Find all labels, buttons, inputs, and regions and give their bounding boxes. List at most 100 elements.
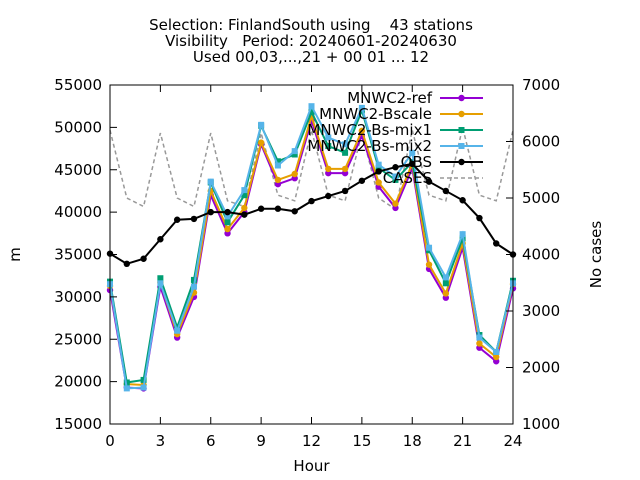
mnwc2-bscale-point [392, 200, 399, 207]
obs-point [476, 214, 483, 222]
mnwc2-bscale-point [325, 165, 332, 173]
y-tick-label: 35000 [54, 246, 102, 264]
obs-point [308, 197, 315, 205]
y-tick-label: 25000 [54, 330, 102, 348]
mnwc2-bscale-point [291, 170, 298, 178]
mnwc2-bscale-point [375, 179, 382, 186]
mnwc2-bs-mix2-point [241, 187, 248, 194]
series-cases [109, 127, 514, 211]
x-tick-label: 24 [503, 432, 522, 450]
mnwc2-bs-mix1-point [157, 275, 164, 282]
obs-point [291, 208, 298, 215]
mnwc2-bs-mix2-point [190, 283, 197, 290]
obs-point [140, 255, 147, 262]
legend-label: MNWC2-ref [347, 89, 432, 107]
legend-mnwc2-bscale-point [458, 110, 465, 118]
title-line-1: Selection: FinlandSouth using 43 station… [149, 16, 473, 34]
mnwc2-bs-mix2-point [207, 178, 214, 185]
mnwc2-bs-mix1-point [392, 176, 399, 183]
y2-tick-label: 1000 [522, 415, 560, 433]
mnwc2-bscale-point [341, 165, 349, 173]
x-axis-label: Hour [293, 457, 330, 475]
mnwc2-bs-mix2-point [274, 162, 281, 169]
obs-point [241, 211, 248, 218]
mnwc2-bs-mix2-point [325, 134, 332, 141]
mnwc2-bs-mix2-point [123, 385, 130, 392]
legend-item-mnwc2-bs-mix2: MNWC2-Bs-mix2 [307, 137, 483, 155]
mnwc2-bs-mix2-point [342, 141, 349, 148]
obs-point [341, 187, 349, 195]
obs-point [392, 164, 399, 171]
legend-label: CASES [383, 169, 432, 187]
mnwc2-bs-mix1-point [174, 324, 181, 331]
mnwc2-bscale-point [476, 340, 483, 347]
legend-item-mnwc2-bs-mix1: MNWC2-Bs-mix1 [307, 121, 483, 139]
mnwc2-bs-mix2-point [258, 121, 265, 128]
legend-label: OBS [401, 153, 432, 171]
obs-point [257, 205, 265, 212]
y2-tick-label: 5000 [522, 189, 560, 207]
obs-point [207, 208, 214, 216]
mnwc2-bscale-point [257, 139, 265, 146]
x-tick-label: 0 [105, 432, 115, 450]
mnwc2-bs-mix2-point [291, 148, 298, 155]
mnwc2-bscale-point [425, 261, 433, 268]
mnwc2-bs-mix1-point [342, 149, 349, 156]
obs-point [493, 240, 500, 247]
mnwc2-bs-mix2-point [426, 244, 433, 251]
chart-title: Selection: FinlandSouth using 43 station… [149, 16, 473, 66]
y-tick-label: 50000 [54, 118, 102, 136]
mnwc2-bs-mix1-point [291, 151, 298, 158]
legend-mnwc2-bs-mix2-point [458, 143, 465, 149]
mnwc2-bs-mix2-point [375, 161, 382, 168]
obs-point [123, 260, 130, 268]
legend-mnwc2-bs-mix1-point [458, 127, 465, 133]
legend-item-mnwc2-ref: MNWC2-ref [347, 89, 483, 107]
series-mnwc2-bs-mix2 [107, 103, 516, 392]
series-line-mnwc2-bscale [109, 112, 514, 387]
mnwc2-bs-mix1-point [224, 219, 231, 226]
mnwc2-bscale-point [442, 290, 450, 297]
mnwc2-bs-mix2-point [157, 280, 164, 287]
x-tick-label: 9 [256, 432, 266, 450]
title-line-3: Used 00,03,...,21 + 00 01 ... 12 [193, 48, 429, 66]
mnwc2-bs-mix2-point [442, 274, 449, 281]
mnwc2-bs-mix2-point [140, 384, 147, 391]
legend-mnwc2-ref-point [458, 94, 465, 102]
mnwc2-bs-mix2-point [224, 213, 231, 220]
mnwc2-bs-mix1-point [308, 109, 315, 116]
legend-label: MNWC2-Bscale [319, 105, 432, 123]
y-tick-label: 45000 [54, 161, 102, 179]
mnwc2-bs-mix1-point [442, 280, 449, 287]
obs-point [442, 187, 450, 195]
mnwc2-bs-mix1-point [325, 143, 332, 150]
y2-tick-label: 4000 [522, 246, 560, 264]
obs-point [157, 236, 164, 243]
legend: MNWC2-refMNWC2-BscaleMNWC2-Bs-mix1MNWC2-… [307, 89, 483, 187]
y2-axis-label: No cases [587, 221, 605, 289]
mnwc2-bs-mix2-point [174, 327, 181, 334]
y2-tick-label: 7000 [522, 76, 560, 94]
y-axis-label: m [6, 247, 24, 262]
mnwc2-bs-mix2-point [308, 103, 315, 110]
obs-point [190, 215, 198, 223]
mnwc2-bs-mix1-point [140, 376, 147, 383]
series-obs [106, 160, 517, 268]
x-tick-label: 21 [453, 432, 472, 450]
y2-tick-label: 3000 [522, 302, 560, 320]
legend-item-mnwc2-bscale: MNWC2-Bscale [319, 105, 483, 123]
mnwc2-bscale-point [493, 353, 500, 361]
obs-point [224, 208, 231, 216]
mnwc2-bs-mix1-point [375, 165, 382, 172]
ticks-layer: 0 3 6 9 12 15 18 21 24 15000 20000 25000 30000 35000 4… [54, 76, 560, 450]
series-line-mnwc2-ref [109, 117, 514, 390]
mnwc2-bs-mix1-point [190, 276, 197, 283]
obs-point [358, 177, 366, 184]
series-layer [106, 103, 517, 392]
y2-tick-label: 2000 [522, 359, 560, 377]
title-line-2: Visibility Period: 20240601-20240630 [165, 32, 457, 50]
obs-point [425, 178, 433, 185]
mnwc2-bs-mix2-point [409, 149, 416, 156]
y-tick-label: 15000 [54, 415, 102, 433]
